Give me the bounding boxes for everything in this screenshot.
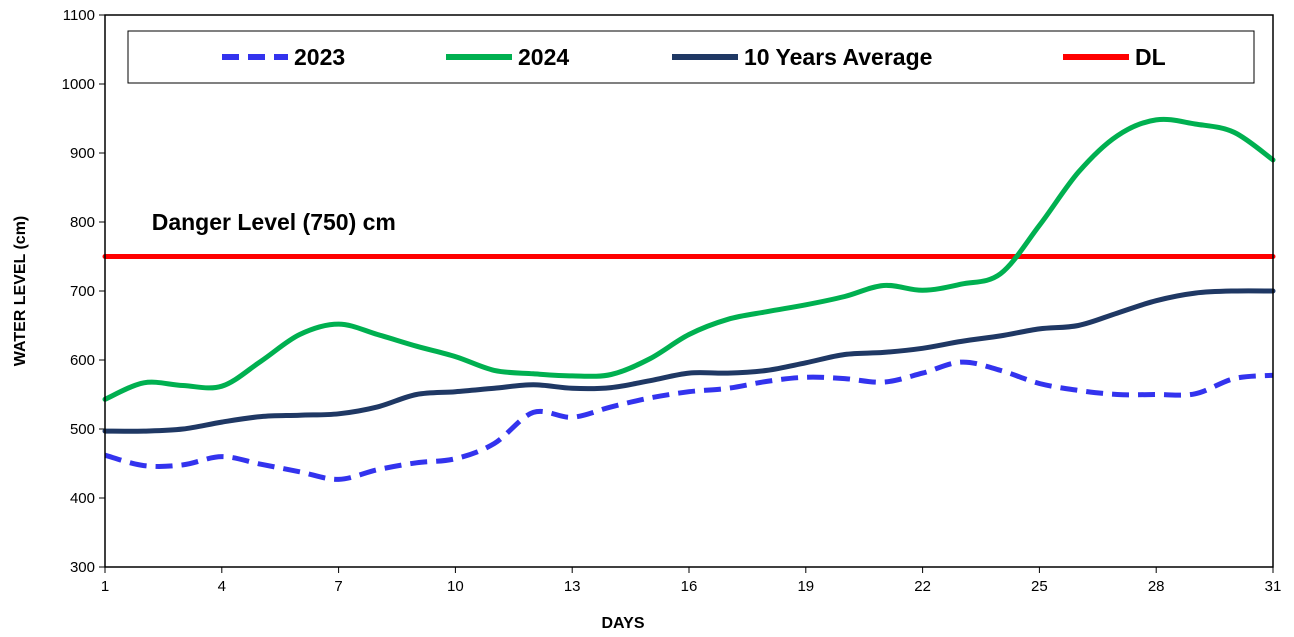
y-tick-label: 600 <box>70 352 95 369</box>
series-line-10-years-average <box>102 288 1276 434</box>
legend: 2023 2024 10 Years Average DL <box>127 30 1255 84</box>
x-tick-label: 13 <box>564 578 581 595</box>
y-tick-label: 400 <box>70 490 95 507</box>
plot-area-frame <box>104 14 1274 568</box>
y-tick-label: 1000 <box>62 76 95 93</box>
legend-label: 10 Years Average <box>744 44 932 70</box>
x-tick-label: 4 <box>218 578 226 595</box>
x-tick-label: 19 <box>797 578 814 595</box>
tick-layer: 300 400 500 600 700 800 900 1000 1100 1 4 7 10 13 16 19… <box>62 7 1282 595</box>
x-tick-label: 31 <box>1265 578 1282 595</box>
y-tick-label: 800 <box>70 214 95 231</box>
series-line-2024 <box>102 116 1276 402</box>
series-layer <box>102 116 1276 482</box>
x-tick-label: 28 <box>1148 578 1165 595</box>
y-axis-title: WATER LEVEL (cm) <box>12 216 29 367</box>
x-axis-title: DAYS <box>602 615 645 632</box>
series-line-2023 <box>104 359 1274 482</box>
x-tick-label: 16 <box>681 578 698 595</box>
legend-items: 2023 2024 10 Years Average DL <box>222 44 1166 70</box>
y-tick-label: 500 <box>70 421 95 438</box>
y-tick-label: 300 <box>70 559 95 576</box>
y-tick-label: 700 <box>70 283 95 300</box>
y-tick-label: 900 <box>70 145 95 162</box>
x-tick-label: 10 <box>447 578 464 595</box>
x-tick-label: 22 <box>914 578 931 595</box>
x-tick-label: 1 <box>101 578 109 595</box>
y-tick-label: 1100 <box>63 7 95 24</box>
legend-label: DL <box>1135 44 1166 70</box>
x-tick-label: 25 <box>1031 578 1048 595</box>
annotation-layer: Danger Level (750) cm <box>152 209 396 235</box>
legend-label: 2023 <box>294 44 345 70</box>
x-tick-label: 7 <box>334 578 342 595</box>
legend-label: 2024 <box>518 44 569 70</box>
danger-level-annotation: Danger Level (750) cm <box>152 209 396 235</box>
